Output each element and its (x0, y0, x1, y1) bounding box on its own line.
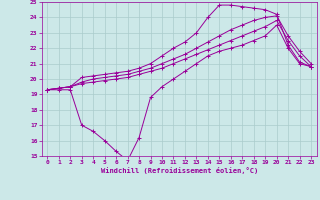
X-axis label: Windchill (Refroidissement éolien,°C): Windchill (Refroidissement éolien,°C) (100, 167, 258, 174)
